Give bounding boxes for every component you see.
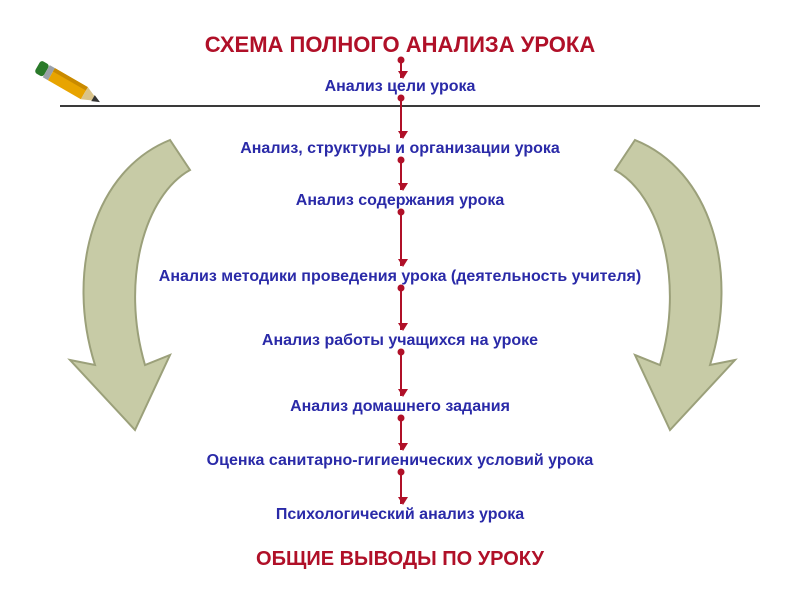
connector-line [400,472,402,504]
arrowhead-icon [398,497,408,505]
page-title: СХЕМА ПОЛНОГО АНАЛИЗА УРОКА [0,32,800,58]
flow-step: Анализ цели урока [0,78,800,96]
page-footer: ОБЩИЕ ВЫВОДЫ ПО УРОКУ [0,548,800,571]
connector-line [400,212,402,266]
divider-line [60,105,760,107]
connector-line [400,352,402,396]
arrowhead-icon [398,389,408,397]
arrowhead-icon [398,183,408,191]
connector-line [400,98,402,138]
flow-step: Анализ работы учащихся на уроке [0,332,800,350]
flow-step: Оценка санитарно-гигиенических условий у… [0,452,800,470]
flow-step: Анализ содержания урока [0,192,800,210]
diagram-canvas: СХЕМА ПОЛНОГО АНАЛИЗА УРОКА Анализ цели у… [0,0,800,600]
flow-step: Анализ домашнего задания [0,398,800,416]
connector-line [400,418,402,450]
connector-dot [398,57,405,64]
connector-line [400,160,402,190]
arrowhead-icon [398,259,408,267]
arrowhead-icon [398,323,408,331]
flow-step: Психологический анализ урока [0,506,800,524]
flow-step: Анализ методики проведения урока (деятел… [0,268,800,286]
arrowhead-icon [398,131,408,139]
flow-step: Анализ, структуры и организации урока [0,140,800,158]
connector-line [400,288,402,330]
arrowhead-icon [398,443,408,451]
